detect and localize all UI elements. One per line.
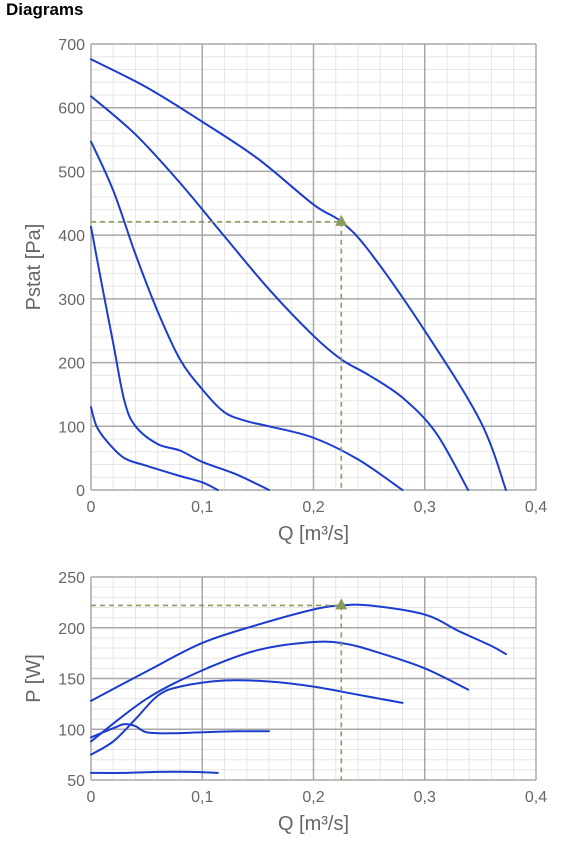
major-grid xyxy=(90,576,537,781)
x-tick-label: 0,3 xyxy=(414,499,436,516)
y-axis-label: Pstat [Pa] xyxy=(23,224,45,311)
y-tick-label: 200 xyxy=(58,356,85,373)
curve-4 xyxy=(90,225,270,491)
y-axis-label: P [W] xyxy=(23,654,45,703)
operating-point-marker xyxy=(335,214,348,226)
y-tick-label: 0 xyxy=(76,483,85,500)
curve-3 xyxy=(90,140,404,491)
y-tick-label: 150 xyxy=(58,672,85,689)
x-tick-label: 0,4 xyxy=(525,499,547,516)
y-tick-label: 50 xyxy=(67,773,85,790)
x-tick-label: 0,2 xyxy=(302,499,324,516)
y-tick-label: 400 xyxy=(58,228,85,245)
y-tick-label: 500 xyxy=(58,164,85,181)
x-tick-label: 0,4 xyxy=(525,789,547,806)
curve-2 xyxy=(90,640,470,743)
section-title: Diagrams xyxy=(6,0,84,19)
x-tick-label: 0,3 xyxy=(414,789,436,806)
y-tick-label: 300 xyxy=(58,292,85,309)
x-tick-label: 0 xyxy=(87,789,96,806)
operating-point-marker xyxy=(335,598,348,610)
curve-3 xyxy=(90,679,404,756)
curve-1 xyxy=(90,603,507,702)
y-tick-label: 100 xyxy=(58,722,85,739)
curve-5 xyxy=(90,770,219,774)
x-axis-label: Q [m³/s] xyxy=(278,813,349,835)
y-tick-label: 200 xyxy=(58,621,85,638)
y-tick-label: 250 xyxy=(58,570,85,587)
x-tick-label: 0,1 xyxy=(191,499,213,516)
curve-4 xyxy=(90,723,270,739)
power-chart: 0 0,1 0,2 0,3 0,4 50 100 150 200 250 Q [m³/s] P [W] xyxy=(23,570,547,835)
curve-1 xyxy=(90,58,507,491)
curve-5 xyxy=(90,406,219,491)
y-tick-label: 600 xyxy=(58,101,85,118)
y-tick-label: 700 xyxy=(58,37,85,54)
x-tick-label: 0 xyxy=(87,499,96,516)
x-tick-label: 0,2 xyxy=(302,789,324,806)
y-tick-label: 100 xyxy=(58,419,85,436)
pressure-chart: 0 0,1 0,2 0,3 0,4 0 100 200 300 400 500 600 700 Q [m³… xyxy=(23,37,547,545)
curve-2 xyxy=(90,95,470,491)
x-axis-label: Q [m³/s] xyxy=(278,523,349,545)
major-grid xyxy=(90,43,537,491)
x-tick-label: 0,1 xyxy=(191,789,213,806)
